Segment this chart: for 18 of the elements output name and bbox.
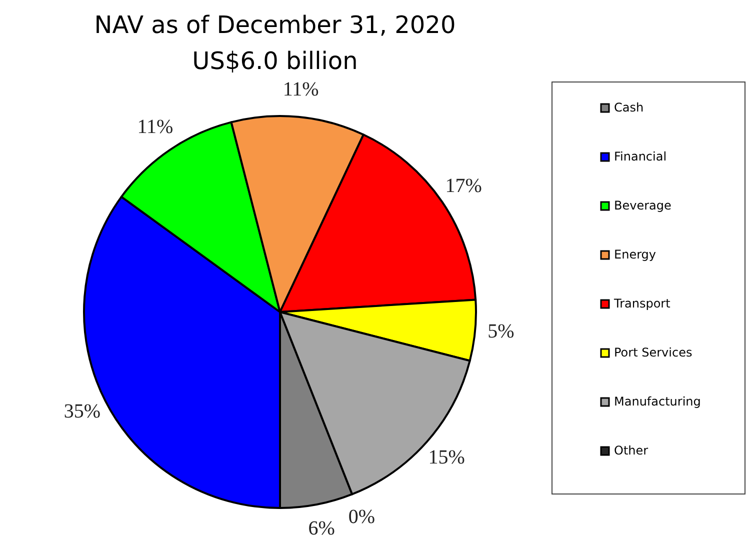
chart-title: NAV as of December 31, 2020	[94, 11, 456, 39]
data-label: 17%	[445, 174, 482, 197]
legend-label: Port Services	[614, 345, 692, 360]
legend-label: Other	[614, 443, 648, 458]
legend-label: Financial	[614, 149, 667, 164]
legend-label: Cash	[614, 100, 644, 114]
legend-label: Beverage	[614, 198, 672, 212]
text: 0%	[348, 506, 376, 528]
data-label: 11%	[137, 116, 174, 138]
legend-label: Energy	[614, 247, 656, 262]
data-label: 6%	[308, 518, 335, 540]
data-label: 15%	[428, 446, 465, 468]
data-label: 11%	[282, 78, 319, 101]
data-label: 35%	[64, 400, 101, 422]
data-label: 5%	[488, 320, 514, 342]
chart-subtitle: US$6.0 billion	[192, 47, 358, 75]
legend-label: Transport	[613, 296, 671, 310]
legend-label: Manufacturing	[614, 394, 701, 408]
